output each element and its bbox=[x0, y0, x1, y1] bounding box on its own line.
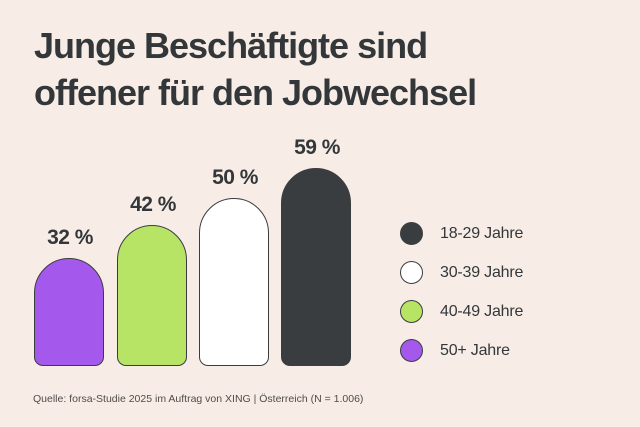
legend-item-50plus: 50+ Jahre bbox=[400, 339, 523, 362]
chart-title: Junge Beschäftigte sind offener für den J… bbox=[34, 22, 477, 116]
bar-18-29 bbox=[281, 168, 351, 366]
bar-value-label-18-29: 59 % bbox=[294, 136, 340, 159]
bar-value-label-40-49: 42 % bbox=[130, 193, 176, 216]
legend-label: 30-39 Jahre bbox=[440, 263, 524, 281]
legend-item-40-49: 40-49 Jahre bbox=[400, 300, 523, 323]
legend: 18-29 Jahre 30-39 Jahre 40-49 Jahre 50+ … bbox=[400, 222, 523, 378]
bar-value-label-30-39: 50 % bbox=[212, 166, 258, 189]
legend-swatch-circle-icon bbox=[400, 339, 423, 362]
legend-swatch-circle-icon bbox=[400, 222, 423, 245]
bar-50plus bbox=[34, 258, 104, 366]
bar-30-39 bbox=[199, 198, 269, 366]
legend-swatch-circle-icon bbox=[400, 300, 423, 323]
chart-title-line-1: Junge Beschäftigte sind bbox=[34, 25, 428, 66]
legend-label: 50+ Jahre bbox=[440, 341, 510, 359]
bar-value-label-50plus: 32 % bbox=[47, 226, 93, 249]
source-note: Quelle: forsa-Studie 2025 im Auftrag von… bbox=[33, 393, 364, 405]
bar-40-49 bbox=[117, 225, 187, 366]
legend-item-30-39: 30-39 Jahre bbox=[400, 261, 523, 284]
chart-title-line-2: offener für den Jobwechsel bbox=[34, 72, 477, 113]
legend-item-18-29: 18-29 Jahre bbox=[400, 222, 523, 245]
legend-label: 40-49 Jahre bbox=[440, 302, 524, 320]
legend-swatch-circle-icon bbox=[400, 261, 423, 284]
legend-label: 18-29 Jahre bbox=[440, 224, 524, 242]
